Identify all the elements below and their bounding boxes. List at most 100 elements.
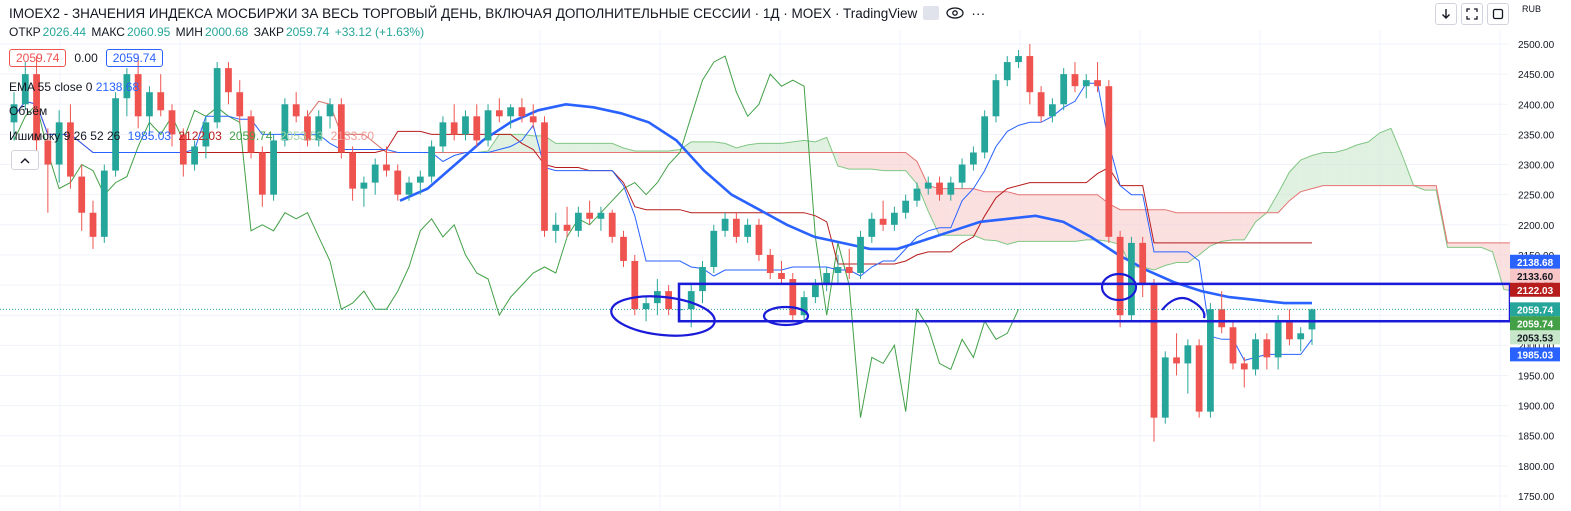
- candle-body-30: [349, 152, 356, 189]
- sell-price-box[interactable]: 2059.74: [9, 49, 67, 67]
- candle-body-39: [450, 122, 458, 135]
- candle-body-108: [1229, 327, 1237, 364]
- annotation-curve-4: [1161, 296, 1206, 319]
- cloud-segment: [555, 143, 568, 153]
- candle-body-21: [247, 116, 255, 153]
- candle-body-4: [55, 122, 63, 165]
- collapse-legend-button[interactable]: [11, 150, 39, 170]
- candle-body-82: [936, 182, 943, 195]
- candle-body-20: [236, 92, 244, 117]
- cloud-segment: [939, 188, 951, 236]
- annotation-ellipse-2: [762, 305, 810, 327]
- cloud-segment: [1470, 242, 1482, 248]
- ohlc-row: ОТКР 2026.44 МАКС 2060.95 МИН 2000.68 ЗАКР 2…: [9, 25, 426, 39]
- cloud-segment: [905, 152, 917, 185]
- candle-body-12: [146, 92, 153, 117]
- candle-body-65: [744, 224, 752, 237]
- candle-body-17: [202, 122, 210, 147]
- high-label: МАКС: [91, 25, 125, 39]
- candle-body-36: [416, 176, 424, 183]
- ichimoku-legend[interactable]: Ишимоку 9 26 52 26 1985.03 2122.03 2059.…: [9, 129, 374, 143]
- cloud-segment: [567, 143, 579, 153]
- candle-body-114: [1297, 333, 1305, 340]
- candle-body-55: [631, 260, 639, 310]
- candle-body-13: [157, 92, 165, 111]
- ichimoku-kijun-value: 2122.03: [178, 129, 222, 143]
- candle-body-43: [495, 110, 503, 117]
- y-tick-label-12: 2350.00: [1518, 130, 1555, 141]
- candle-body-16: [191, 146, 198, 165]
- candle-body-47: [541, 122, 548, 231]
- candle-body-96: [1094, 80, 1101, 87]
- annotation-ellipse-3: [1100, 272, 1138, 302]
- cloud-segment: [612, 143, 624, 153]
- candle-body-84: [958, 164, 966, 183]
- y-tick-label-11: 2300.00: [1518, 161, 1555, 172]
- more-icon[interactable]: ···: [971, 5, 986, 21]
- candle-body-40: [462, 116, 469, 135]
- cloud-segment: [1187, 212, 1200, 263]
- cloud-segment: [1029, 194, 1042, 242]
- candle-body-88: [1003, 62, 1011, 81]
- cloud-segment: [578, 143, 590, 153]
- candle-body-107: [1218, 309, 1226, 328]
- candle-body-28: [326, 104, 334, 117]
- eye-icon[interactable]: [945, 6, 965, 20]
- chart-title-row: IMOEX2 - ЗНАЧЕНИЯ ИНДЕКСА МОСБИРЖИ ЗА ВЕ…: [9, 3, 985, 23]
- candle-body-69: [789, 279, 797, 316]
- cloud-segment: [1176, 212, 1188, 263]
- cloud-segment: [1357, 141, 1369, 186]
- cloud-segment: [499, 134, 511, 153]
- candle-body-67: [766, 254, 774, 274]
- axis-value-label-3: 2059.74: [1517, 305, 1554, 316]
- candle-body-87: [992, 80, 1000, 117]
- candle-body-10: [123, 74, 131, 99]
- ema-legend[interactable]: EMA 55 close 0 2138.68: [9, 80, 139, 94]
- candle-body-3: [44, 140, 52, 165]
- cloud-segment: [1323, 152, 1335, 186]
- fullscreen-button[interactable]: [1461, 3, 1483, 25]
- cloud-segment: [1458, 242, 1471, 248]
- y-tick-label-4: 1950.00: [1518, 371, 1555, 382]
- volume-legend[interactable]: Объём: [9, 104, 47, 118]
- chart-title: IMOEX2 - ЗНАЧЕНИЯ ИНДЕКСА МОСБИРЖИ ЗА ВЕ…: [9, 5, 918, 21]
- candle-body-6: [78, 176, 86, 213]
- axis-value-label-5: 2053.53: [1517, 333, 1554, 344]
- cloud-segment: [770, 143, 782, 153]
- scroll-down-button[interactable]: [1435, 3, 1457, 25]
- ichimoku-span-a-line: [307, 100, 1571, 303]
- cloud-segment: [995, 191, 1008, 245]
- cloud-segment: [1492, 242, 1504, 290]
- candle-body-115: [1308, 309, 1316, 330]
- cloud-segment: [894, 152, 906, 171]
- candle-body-24: [281, 104, 289, 141]
- candle-body-111: [1263, 339, 1271, 358]
- candle-body-58: [665, 291, 673, 310]
- snapshot-button[interactable]: [1487, 3, 1509, 25]
- candle-body-77: [879, 218, 887, 225]
- ichimoku-span-b-value: 2133.60: [330, 129, 374, 143]
- buy-price-box[interactable]: 2059.74: [105, 49, 164, 67]
- candle-body-112: [1274, 321, 1282, 358]
- candle-body-2: [33, 74, 40, 141]
- candle-body-78: [890, 212, 898, 225]
- candle-body-64: [732, 218, 740, 237]
- currency-label: RUB: [1522, 4, 1542, 14]
- candle-body-93: [1060, 74, 1068, 105]
- candle-body-54: [620, 236, 627, 261]
- ema-55-line: [399, 102, 1312, 305]
- cloud-segment: [521, 134, 534, 153]
- candle-body-71: [811, 285, 819, 298]
- candle-body-97: [1105, 86, 1113, 237]
- candle-body-104: [1184, 345, 1192, 364]
- candle-body-52: [597, 212, 605, 219]
- candle-body-27: [315, 116, 323, 141]
- cloud-segment: [589, 143, 601, 153]
- cloud-segment: [928, 185, 940, 236]
- high-value: 2060.95: [126, 25, 171, 39]
- price-axis: 1750.00 1800.00 1850.00 1900.00 1950.00 2000.…: [1510, 0, 1571, 511]
- y-tick-label-14: 2450.00: [1518, 70, 1555, 81]
- candle-body-26: [304, 116, 311, 141]
- candle-body-48: [552, 224, 560, 231]
